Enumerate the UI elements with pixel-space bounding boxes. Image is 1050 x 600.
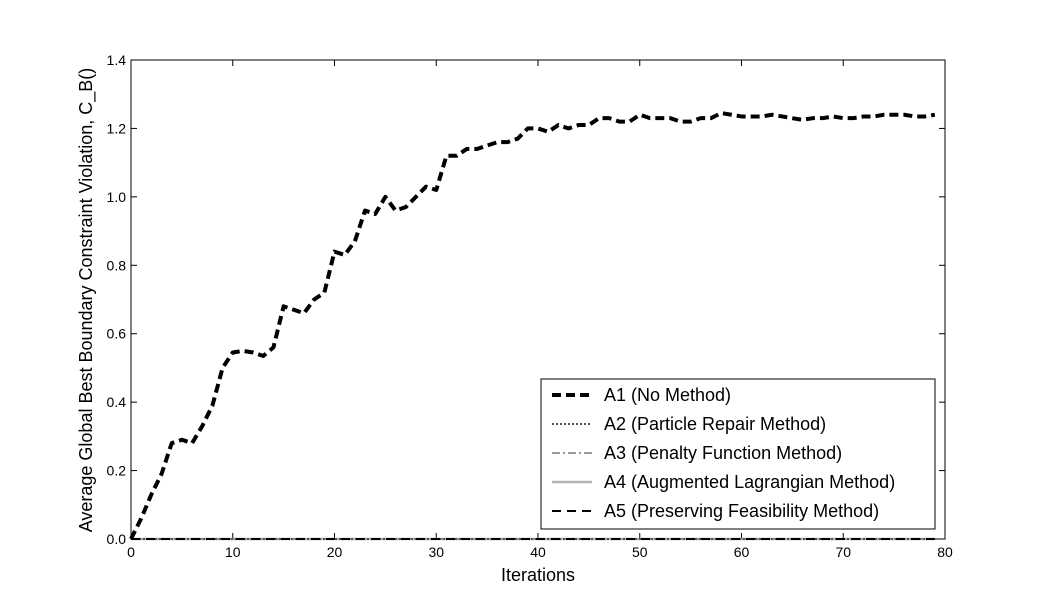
x-axis-label: Iterations — [501, 565, 575, 585]
legend-label-a4: A4 (Augmented Lagrangian Method) — [604, 472, 895, 492]
y-tick-label: 1.2 — [107, 120, 127, 136]
legend-box — [540, 378, 936, 530]
y-tick-label: 0.8 — [107, 257, 127, 273]
series-line-a1 — [129, 111, 936, 540]
x-tick-label: 50 — [632, 544, 648, 560]
y-tick-label: 0.6 — [107, 326, 127, 342]
x-tick-label: 80 — [937, 544, 953, 560]
legend-label-a5: A5 (Preserving Feasibility Method) — [604, 501, 879, 521]
series-layer — [129, 111, 936, 541]
x-tick-label: 20 — [327, 544, 343, 560]
y-tick-label: 0.4 — [107, 394, 127, 410]
x-tick-label: 40 — [530, 544, 546, 560]
x-tick-label: 30 — [428, 544, 444, 560]
y-tick-label: 1.4 — [107, 52, 127, 68]
x-tick-label: 70 — [835, 544, 851, 560]
legend: A1 (No Method) A2 (Particle Repair Metho… — [540, 378, 936, 530]
legend-label-a2: A2 (Particle Repair Method) — [604, 414, 826, 434]
y-tick-label: 0.2 — [107, 463, 127, 479]
axis-ticks: 0 10 20 30 40 50 60 70 80 0.0 0.2 0.4 0.6 0.8 1.0 1.2 1.… — [107, 52, 953, 560]
legend-label-a3: A3 (Penalty Function Method) — [604, 443, 842, 463]
y-tick-label: 0.0 — [107, 531, 127, 547]
x-tick-label: 60 — [734, 544, 750, 560]
y-tick-label: 1.0 — [107, 189, 127, 205]
x-tick-label: 10 — [225, 544, 241, 560]
legend-label-a1: A1 (No Method) — [604, 385, 731, 405]
y-axis-label: Average Global Best Boundary Constraint … — [76, 68, 97, 533]
x-tick-label: 0 — [127, 544, 135, 560]
